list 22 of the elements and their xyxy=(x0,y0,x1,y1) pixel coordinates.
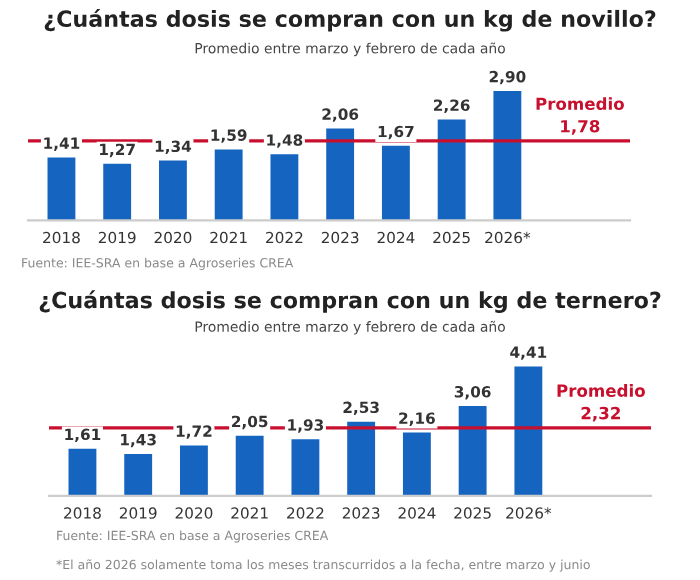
bar xyxy=(347,421,376,496)
bar xyxy=(103,163,132,221)
bar xyxy=(381,145,410,221)
bar xyxy=(68,448,97,496)
bar xyxy=(179,445,208,496)
bar xyxy=(326,128,355,221)
bar xyxy=(158,160,187,221)
bar xyxy=(291,439,320,496)
bar xyxy=(402,432,431,496)
ref-line-label: Promedio 1,78 xyxy=(536,97,624,135)
bar xyxy=(235,435,264,496)
chart-title: ¿Cuántas dosis se compran con un kg de novillo? xyxy=(44,9,656,32)
bar xyxy=(47,157,76,221)
bar xyxy=(437,119,466,221)
chart-title: ¿Cuántas dosis se compran con un kg de ternero? xyxy=(39,290,661,313)
bar xyxy=(124,453,153,496)
bar xyxy=(493,90,522,221)
bar xyxy=(514,366,543,496)
bar xyxy=(458,406,487,496)
bar xyxy=(270,154,299,221)
bar xyxy=(214,149,243,221)
ref-line-label: Promedio 2,32 xyxy=(557,384,645,422)
